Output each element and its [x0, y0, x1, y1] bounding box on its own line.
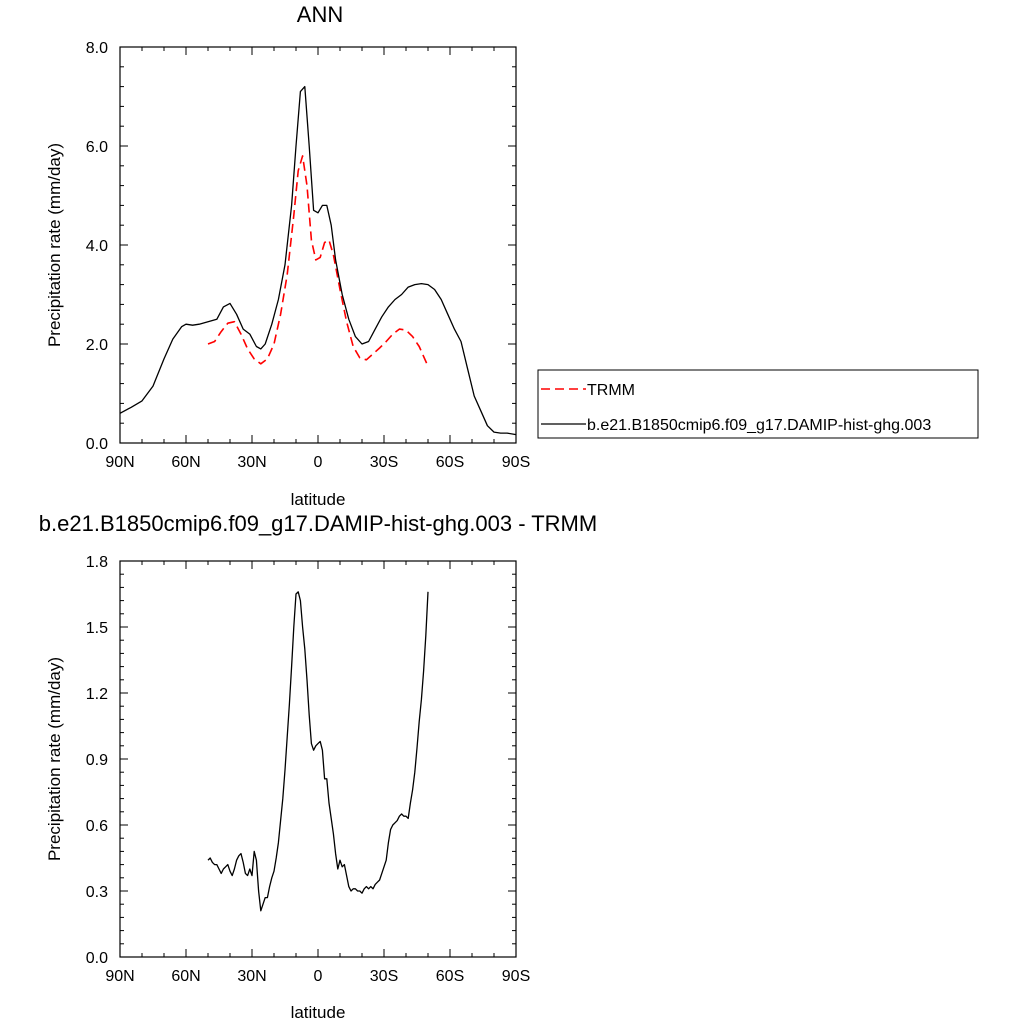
legend-box	[537, 369, 979, 439]
panel2-x-tick-label: 90S	[502, 968, 530, 985]
panel1-x-axis-label: latitude	[291, 490, 346, 509]
panel-difference: b.e21.B1850cmip6.f09_g17.DAMIP-hist-ghg.…	[39, 511, 597, 1022]
panel2-x-tick-label: 90N	[105, 968, 134, 985]
panel1-y-axis-label: Precipitation rate (mm/day)	[45, 143, 64, 347]
panel1-plot-frame	[119, 46, 517, 444]
panel1-series-line-0	[207, 155, 429, 367]
panel1-series	[119, 85, 517, 436]
panel1-y-tick-label: 2.0	[86, 337, 108, 354]
panel2-title: b.e21.B1850cmip6.f09_g17.DAMIP-hist-ghg.…	[39, 511, 597, 536]
panel2-x-tick-label: 60S	[436, 968, 464, 985]
panel1-y-tick-label: 6.0	[86, 139, 108, 156]
panel2-plot-frame	[119, 560, 517, 958]
panel2-y-tick-label: 0.6	[86, 818, 108, 835]
legend-label-trmm: TRMM	[587, 382, 635, 399]
panel2-y-tick-label: 0.3	[86, 884, 108, 901]
panel2-x-tick-label: 0	[314, 968, 323, 985]
panel1-x-tick-label: 0	[314, 454, 323, 471]
panel1-y-tick-label: 0.0	[86, 436, 108, 453]
panel-annual: ANN 90N 60N 30N 0 30S 60S 90S 0.0 2.0 4.0 6.0 8.0 P…	[45, 2, 979, 509]
panel2-y-tick-label: 1.2	[86, 686, 108, 703]
panel1-x-tick-label: 90S	[502, 454, 530, 471]
panel1-x-tick-label: 90N	[105, 454, 134, 471]
panel1-x-tick-label: 60S	[436, 454, 464, 471]
panel2-x-tick-label: 60N	[171, 968, 200, 985]
panel2-x-axis-label: latitude	[291, 1003, 346, 1022]
panel2-series-line-0	[207, 591, 429, 912]
panel2-y-tick-label: 1.8	[86, 554, 108, 571]
panel1-y-tick-label: 8.0	[86, 40, 108, 57]
panel1-x-tick-label: 30N	[237, 454, 266, 471]
legend-label-model: b.e21.B1850cmip6.f09_g17.DAMIP-hist-ghg.…	[587, 417, 931, 434]
panel2-x-tick-label: 30N	[237, 968, 266, 985]
panel1-x-tick-label: 60N	[171, 454, 200, 471]
panel2-x-tick-label: 30S	[370, 968, 398, 985]
panel2-series	[207, 591, 429, 912]
panel2-y-tick-label: 0.9	[86, 752, 108, 769]
panel1-ticks: 90N 60N 30N 0 30S 60S 90S 0.0 2.0 4.0 6.0 8.0	[86, 40, 530, 471]
legend: TRMM b.e21.B1850cmip6.f09_g17.DAMIP-hist…	[537, 369, 979, 439]
panel1-y-tick-label: 4.0	[86, 238, 108, 255]
panel2-ticks: 90N 60N 30N 0 30S 60S 90S 0.0 0.3 0.6 0.9 1.2 1.5 1.8	[86, 554, 530, 985]
panel2-y-axis-label: Precipitation rate (mm/day)	[45, 657, 64, 861]
panel1-series-line-1	[119, 85, 517, 436]
panel2-y-tick-label: 1.5	[86, 620, 108, 637]
panel2-y-tick-label: 0.0	[86, 950, 108, 967]
panel1-x-tick-label: 30S	[370, 454, 398, 471]
panel1-title: ANN	[297, 2, 343, 27]
